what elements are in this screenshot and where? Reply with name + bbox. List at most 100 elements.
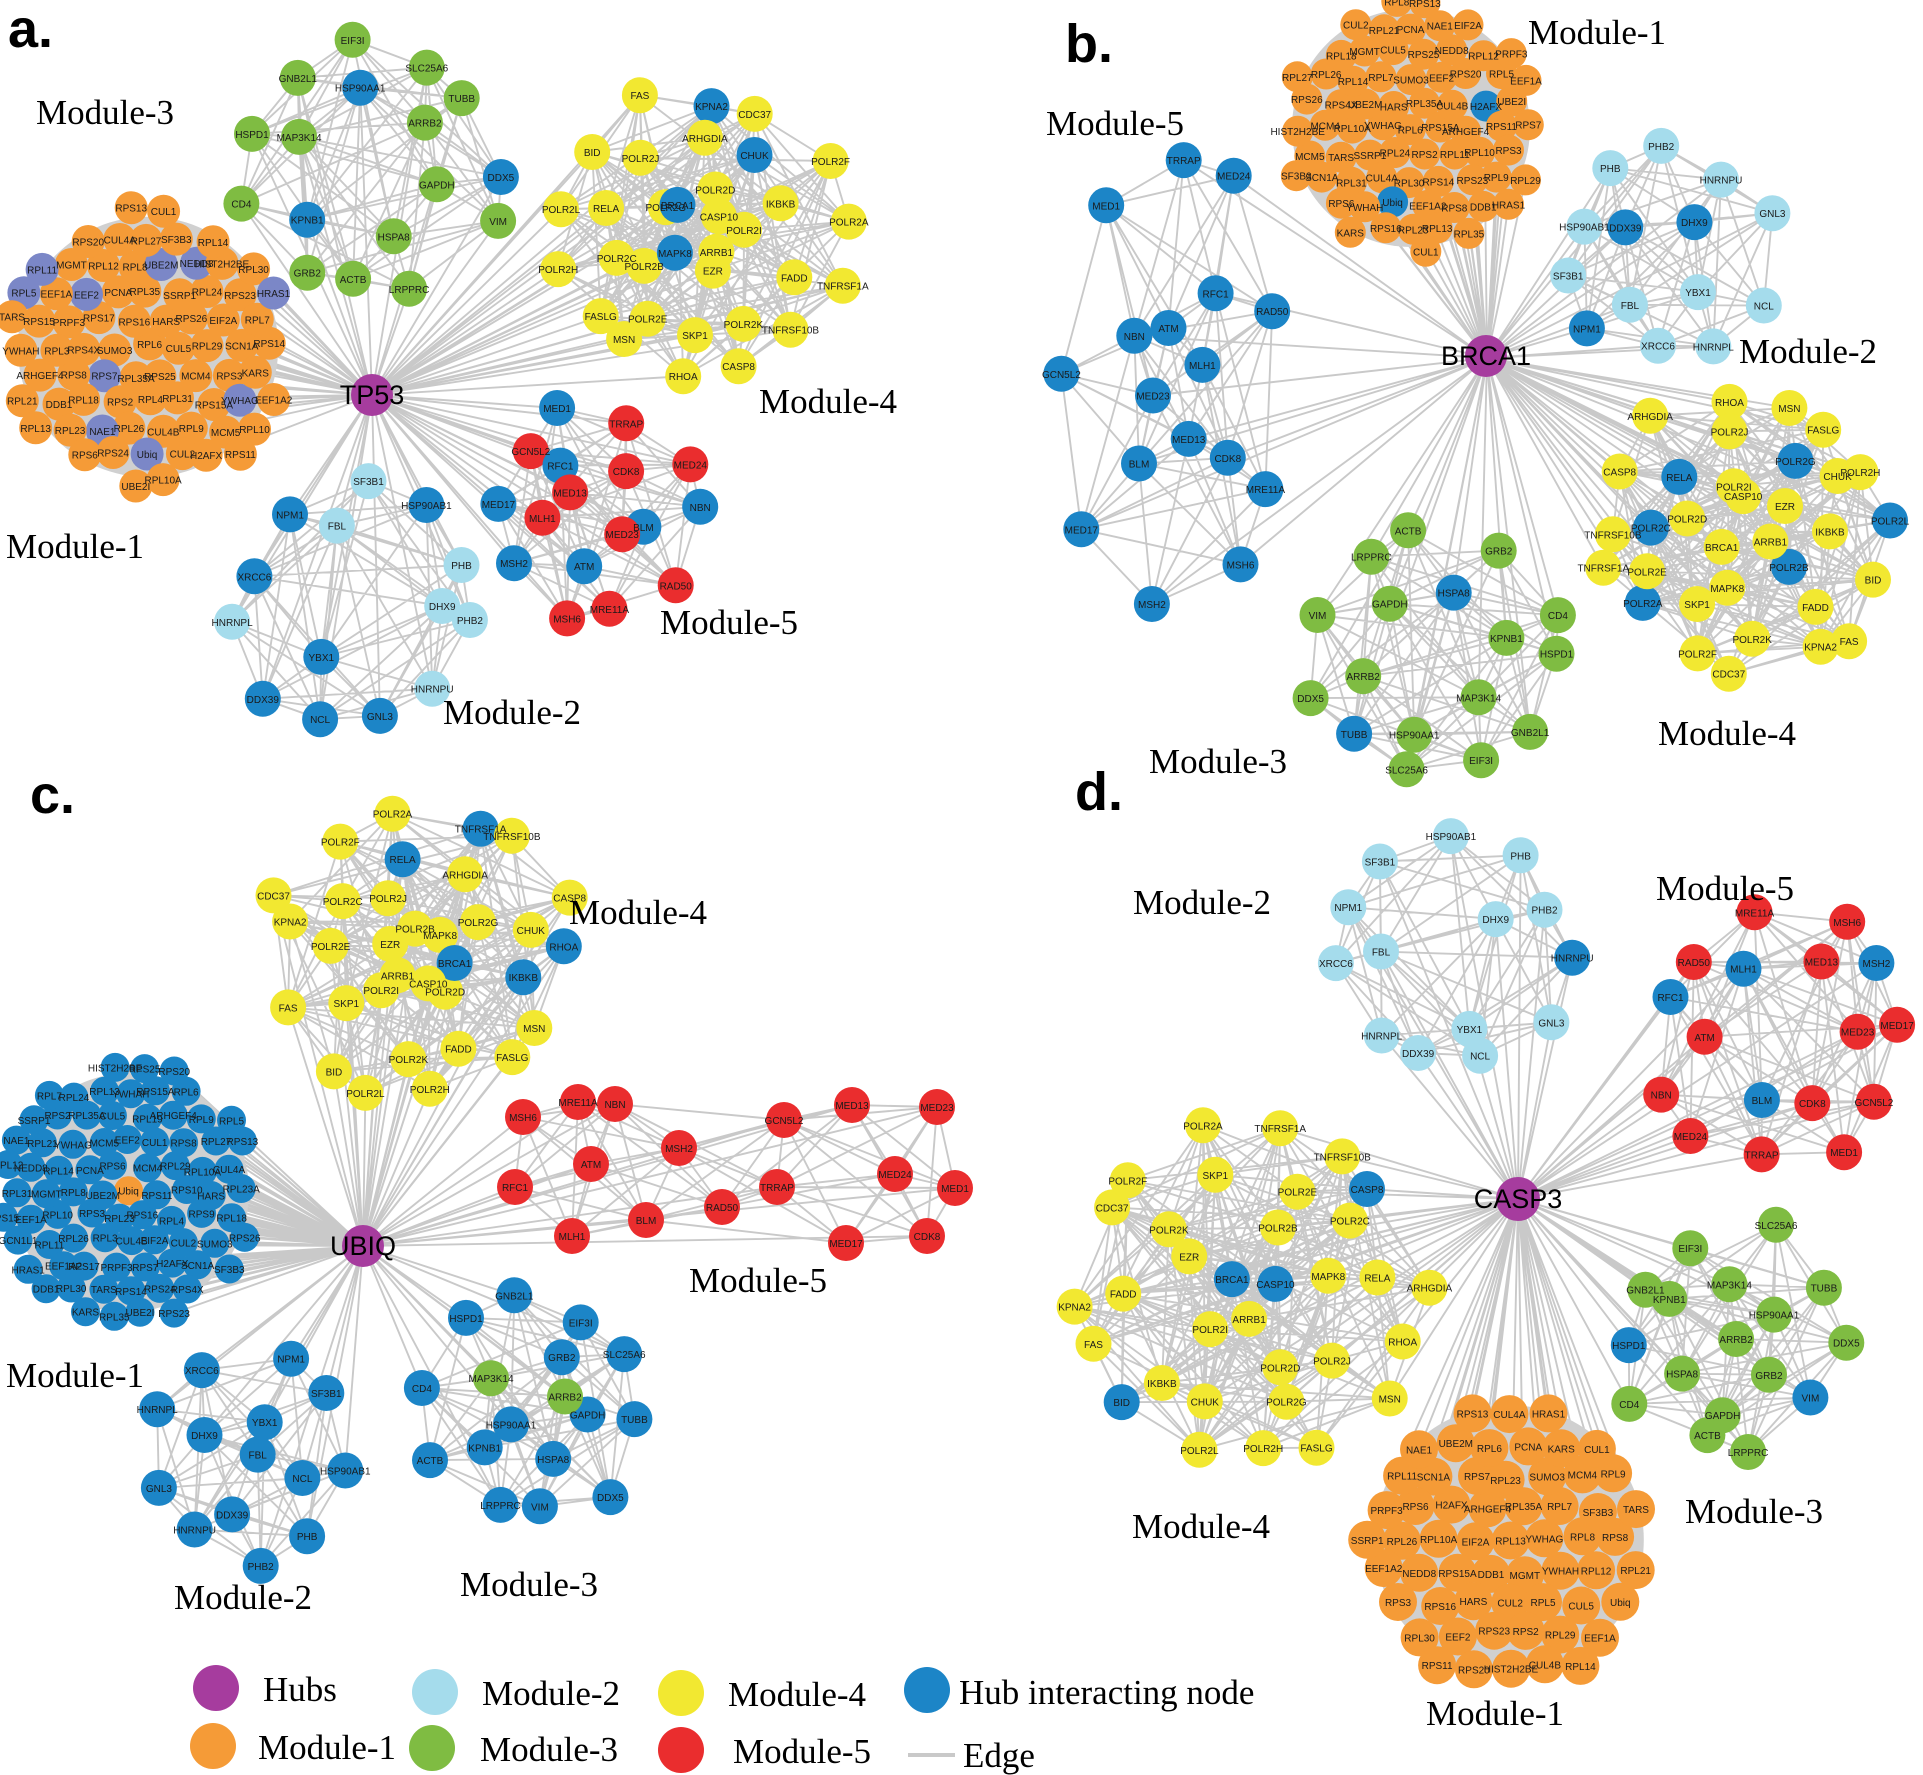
svg-text:RPL35A: RPL35A <box>117 374 155 385</box>
svg-text:BLM: BLM <box>1129 460 1150 471</box>
svg-text:SF3B3: SF3B3 <box>1281 172 1312 183</box>
svg-text:NEDD8: NEDD8 <box>14 1163 48 1174</box>
svg-text:RPL7: RPL7 <box>37 1091 62 1102</box>
svg-text:POLR2D: POLR2D <box>1260 1363 1300 1374</box>
svg-text:TARS: TARS <box>1328 153 1354 164</box>
svg-text:H2AFX: H2AFX <box>190 451 223 462</box>
svg-text:PRPF3: PRPF3 <box>53 318 86 329</box>
svg-text:TRRAP: TRRAP <box>1745 1150 1779 1161</box>
svg-text:RPL29: RPL29 <box>1545 1631 1576 1642</box>
svg-text:RPS8: RPS8 <box>1602 1533 1629 1544</box>
svg-text:RPS11: RPS11 <box>1486 122 1517 133</box>
svg-text:UBIQ: UBIQ <box>330 1231 396 1261</box>
svg-text:SF3B1: SF3B1 <box>1553 272 1584 283</box>
svg-text:NPM1: NPM1 <box>277 1355 305 1366</box>
svg-text:RPS14: RPS14 <box>115 1287 147 1298</box>
svg-text:CD4: CD4 <box>231 200 251 211</box>
svg-text:POLR2I: POLR2I <box>726 226 762 237</box>
svg-text:HSP90AB1: HSP90AB1 <box>401 501 452 512</box>
svg-text:Module-3: Module-3 <box>480 1730 618 1769</box>
svg-text:HSPA8: HSPA8 <box>1438 589 1470 600</box>
svg-text:RPL9: RPL9 <box>179 424 204 435</box>
svg-text:GCN5L2: GCN5L2 <box>1042 370 1081 381</box>
svg-text:SF3B1: SF3B1 <box>353 477 384 488</box>
svg-text:POLR2I: POLR2I <box>1716 482 1752 493</box>
svg-text:MSH6: MSH6 <box>553 614 581 625</box>
svg-text:HIST2H2BE: HIST2H2BE <box>88 1063 143 1074</box>
svg-text:TNFRSF10B: TNFRSF10B <box>483 832 541 843</box>
svg-text:PHB: PHB <box>1510 851 1531 862</box>
svg-text:SKP1: SKP1 <box>334 999 360 1010</box>
svg-text:MED1: MED1 <box>543 404 571 415</box>
svg-text:RPL6: RPL6 <box>137 340 162 351</box>
svg-text:H2AFX: H2AFX <box>1470 102 1503 113</box>
svg-text:CUL5: CUL5 <box>1380 46 1406 57</box>
svg-text:POLR2A: POLR2A <box>1183 1121 1223 1132</box>
svg-text:FBL: FBL <box>328 522 347 533</box>
svg-text:RPL18: RPL18 <box>68 395 99 406</box>
svg-text:RPS3: RPS3 <box>79 1209 106 1220</box>
svg-text:POLR2B: POLR2B <box>624 262 664 273</box>
svg-text:RELA: RELA <box>1666 473 1692 484</box>
svg-text:POLR2C: POLR2C <box>323 897 363 908</box>
svg-text:NPM1: NPM1 <box>1334 903 1362 914</box>
svg-text:Module-2: Module-2 <box>1133 883 1271 922</box>
svg-text:POLR2J: POLR2J <box>1313 1357 1351 1368</box>
svg-text:VIM: VIM <box>531 1502 549 1513</box>
svg-text:EZR: EZR <box>380 940 400 951</box>
svg-text:POLR2C: POLR2C <box>1631 524 1671 535</box>
svg-text:Module-3: Module-3 <box>36 93 174 132</box>
svg-text:Module-2: Module-2 <box>482 1674 620 1713</box>
svg-text:YWHAH: YWHAH <box>1542 1567 1579 1578</box>
svg-text:RPL23A: RPL23A <box>223 1185 261 1196</box>
svg-text:RELA: RELA <box>593 204 619 215</box>
svg-text:RPL11: RPL11 <box>27 265 57 276</box>
svg-text:RPS26: RPS26 <box>176 314 208 325</box>
svg-text:FBL: FBL <box>1372 948 1391 959</box>
svg-text:ARHGEF4: ARHGEF4 <box>1442 127 1490 138</box>
svg-text:POLR2G: POLR2G <box>646 203 687 214</box>
svg-text:CASP8: CASP8 <box>553 894 586 905</box>
svg-text:CUL4B: CUL4B <box>115 1237 148 1248</box>
svg-text:KPNB1: KPNB1 <box>291 216 324 227</box>
svg-text:POLR2A: POLR2A <box>1623 599 1663 610</box>
svg-text:RPL3: RPL3 <box>44 346 69 357</box>
svg-text:GNL3: GNL3 <box>1538 1018 1565 1029</box>
svg-text:RPL21: RPL21 <box>27 1139 58 1150</box>
svg-text:CHUK: CHUK <box>1191 1397 1220 1408</box>
svg-text:MAP3K14: MAP3K14 <box>1456 693 1501 704</box>
svg-text:RAD50: RAD50 <box>1678 958 1711 969</box>
svg-text:EEF2: EEF2 <box>74 290 99 301</box>
svg-text:RPL11: RPL11 <box>34 1241 64 1252</box>
svg-text:RPL5: RPL5 <box>1489 70 1514 81</box>
svg-text:RPS23: RPS23 <box>1478 1627 1510 1638</box>
svg-text:ARHGEF4: ARHGEF4 <box>150 1111 198 1122</box>
svg-text:RPS20: RPS20 <box>72 238 104 249</box>
svg-text:EIF3I: EIF3I <box>1469 756 1493 767</box>
svg-text:RPL5: RPL5 <box>11 289 36 300</box>
svg-text:POLR2F: POLR2F <box>1678 649 1717 660</box>
svg-text:TUBB: TUBB <box>621 1415 648 1426</box>
svg-text:MGMT: MGMT <box>1349 47 1380 58</box>
svg-text:GRB2: GRB2 <box>1755 1371 1783 1382</box>
svg-text:NCL: NCL <box>1470 1052 1490 1063</box>
svg-text:MRE11A: MRE11A <box>1735 908 1775 919</box>
svg-text:EEF1A2: EEF1A2 <box>1409 201 1447 212</box>
svg-text:UBE2I: UBE2I <box>1497 97 1526 108</box>
svg-text:POLR2J: POLR2J <box>1711 427 1749 438</box>
svg-text:RPL10A: RPL10A <box>1334 124 1372 135</box>
svg-text:CUL4A: CUL4A <box>1493 1410 1526 1421</box>
svg-text:POLR2F: POLR2F <box>321 838 360 849</box>
svg-text:MED17: MED17 <box>482 500 516 511</box>
svg-text:MAPK8: MAPK8 <box>658 249 692 260</box>
svg-text:SKP1: SKP1 <box>1684 600 1710 611</box>
svg-text:SF3B3: SF3B3 <box>161 235 192 246</box>
svg-text:Module-3: Module-3 <box>1685 1492 1823 1531</box>
svg-text:HSPA8: HSPA8 <box>537 1455 569 1466</box>
svg-text:TNFRSF1A: TNFRSF1A <box>455 825 507 836</box>
svg-text:FAS: FAS <box>1840 637 1859 648</box>
svg-text:HNRNPL: HNRNPL <box>212 618 254 629</box>
svg-text:NBN: NBN <box>1651 1091 1672 1102</box>
svg-text:LRPPRC: LRPPRC <box>1728 1448 1769 1459</box>
svg-text:RPS15: RPS15 <box>23 317 55 328</box>
